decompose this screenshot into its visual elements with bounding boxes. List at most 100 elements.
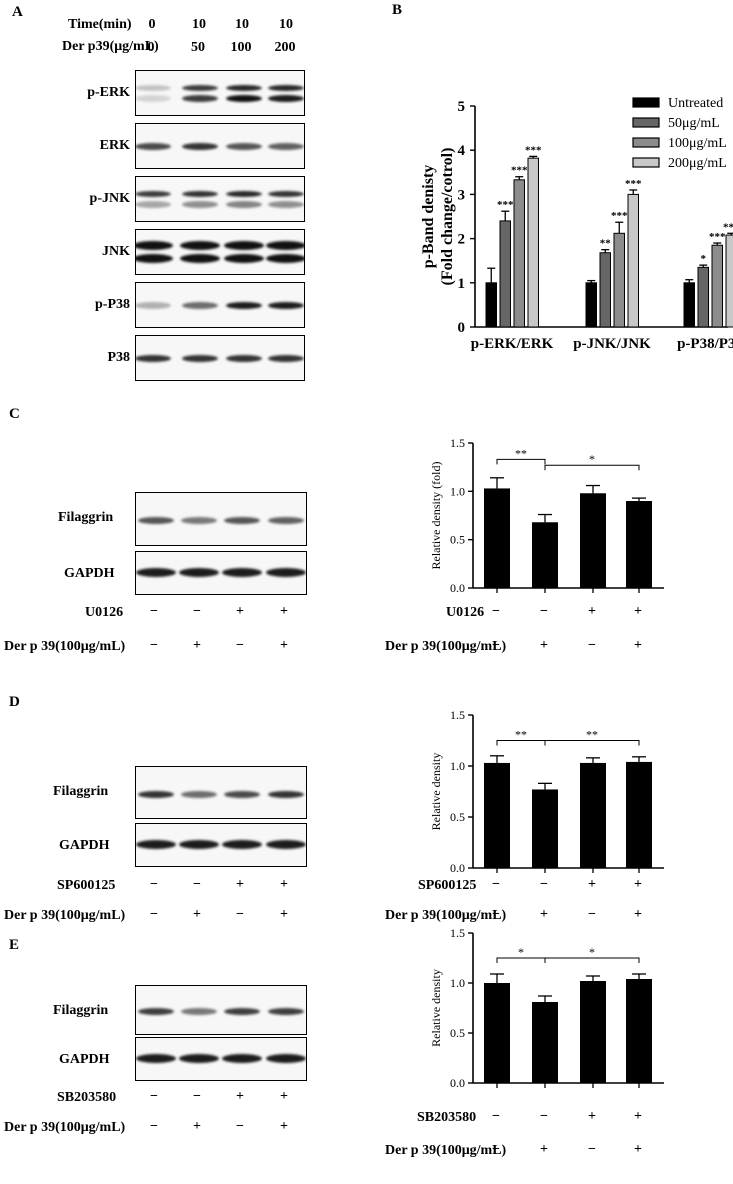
significance-label: *** <box>511 165 528 177</box>
time-value: 0 <box>148 17 156 32</box>
y-tick-label: 1.5 <box>450 708 465 722</box>
bar-chart: 0.0 0.5 1.0 1.5 Relative density ** ** <box>429 708 664 875</box>
der-sign: + <box>193 638 201 653</box>
inhibitor-sign: − <box>150 1089 158 1104</box>
significance-bracket <box>544 464 640 471</box>
blot-band <box>179 568 219 577</box>
der-sign: + <box>280 1119 288 1134</box>
y-tick-label: 4 <box>458 143 466 159</box>
blot-band <box>226 201 262 208</box>
blot-image <box>135 335 305 381</box>
blot-band <box>182 85 218 91</box>
bar <box>626 761 652 868</box>
blot-band <box>182 95 218 102</box>
der-sign: − <box>236 907 244 922</box>
blot-band <box>268 517 304 524</box>
der-sign: − <box>236 1119 244 1134</box>
blot-band <box>226 85 262 91</box>
inhibitor-sign-right: − <box>540 604 548 619</box>
bar <box>626 501 652 588</box>
bar <box>627 193 639 328</box>
blot-band <box>226 95 262 102</box>
gapdh-blot <box>135 551 307 595</box>
filaggrin-blot <box>135 492 307 546</box>
bar <box>532 789 558 868</box>
bar <box>484 983 510 1083</box>
der-sign: + <box>280 638 288 653</box>
der-sign: − <box>150 907 158 922</box>
inhibitor-label-left: SP600125 <box>57 878 116 893</box>
bar <box>725 234 733 328</box>
inhibitor-sign: + <box>236 1089 244 1104</box>
inhibitor-sign: − <box>150 604 158 619</box>
y-axis-label: p-Band denisty <box>420 165 437 269</box>
blot-band <box>179 1054 219 1063</box>
inhibitor-sign: − <box>193 1089 201 1104</box>
y-tick-label: 0.5 <box>450 533 465 547</box>
bar <box>484 762 510 868</box>
significance-label: * <box>589 945 595 959</box>
dose-label: Der p39(μg/mL) <box>62 39 159 54</box>
blot-image <box>135 176 305 222</box>
blot-band <box>222 840 262 849</box>
legend-swatch <box>632 137 660 148</box>
significance-label: ** <box>515 728 527 742</box>
blot-band <box>224 254 264 263</box>
significance-label: ** <box>600 238 612 250</box>
blot-band <box>224 790 260 798</box>
inhibitor-sign-right: − <box>492 1109 500 1124</box>
significance-bracket <box>544 740 640 746</box>
der-sign: − <box>150 638 158 653</box>
y-axis-label: Relative density <box>429 969 443 1047</box>
blot-label: p-P38 <box>95 297 130 312</box>
blot-band <box>266 1054 306 1063</box>
category-label: p-ERK/ERK <box>471 336 554 352</box>
y-tick-label: 1.5 <box>450 926 465 940</box>
inhibitor-sign-right: + <box>634 604 642 619</box>
der-sign-right: − <box>588 907 596 922</box>
blot-band <box>136 568 176 577</box>
time-value: 10 <box>235 17 249 32</box>
blot-band <box>136 840 176 849</box>
inhibitor-sign: + <box>236 604 244 619</box>
blot-band <box>182 143 218 150</box>
blot-image <box>135 70 305 116</box>
bar <box>499 220 511 328</box>
bar <box>697 266 709 328</box>
der-label-right: Der p 39(100μg/mL) <box>385 639 507 654</box>
blot-band <box>268 85 304 91</box>
blot-band <box>136 85 171 91</box>
der-sign-right: − <box>588 1142 596 1157</box>
gapdh-blot <box>135 823 307 867</box>
blot-label: p-ERK <box>87 85 130 100</box>
der-label-left: Der p 39(100μg/mL) <box>4 639 126 654</box>
filaggrin-blot <box>135 766 307 819</box>
category-label: p-P38/P38 <box>677 336 733 352</box>
inhibitor-label-right: SB203580 <box>417 1110 477 1125</box>
der-sign-right: + <box>540 638 548 653</box>
der-sign-right: + <box>540 907 548 922</box>
y-tick-label: 1.0 <box>450 976 465 990</box>
bar <box>532 1002 558 1083</box>
der-sign-right: − <box>492 638 500 653</box>
panel-c-letter: C <box>9 406 20 422</box>
y-axis-label: Relative density <box>429 753 443 831</box>
inhibitor-sign-right: + <box>588 877 596 892</box>
bar <box>484 488 510 588</box>
significance-label: ** <box>586 728 598 742</box>
blot-band <box>182 302 218 309</box>
blot-band <box>138 1008 174 1015</box>
y-tick-label: 2 <box>458 232 466 248</box>
blot-band <box>136 95 171 102</box>
inhibitor-sign-right: − <box>540 1109 548 1124</box>
significance-bracket <box>496 458 546 465</box>
der-label-right: Der p 39(100μg/mL) <box>385 908 507 923</box>
y-tick-label: 5 <box>458 99 466 115</box>
blot-label: p-JNK <box>89 191 130 206</box>
legend-label: Untreated <box>668 96 723 111</box>
blot-band <box>266 840 306 849</box>
inhibitor-sign: − <box>193 604 201 619</box>
inhibitor-sign: − <box>193 877 201 892</box>
blot-label: ERK <box>99 138 130 153</box>
blot-band <box>268 95 304 102</box>
